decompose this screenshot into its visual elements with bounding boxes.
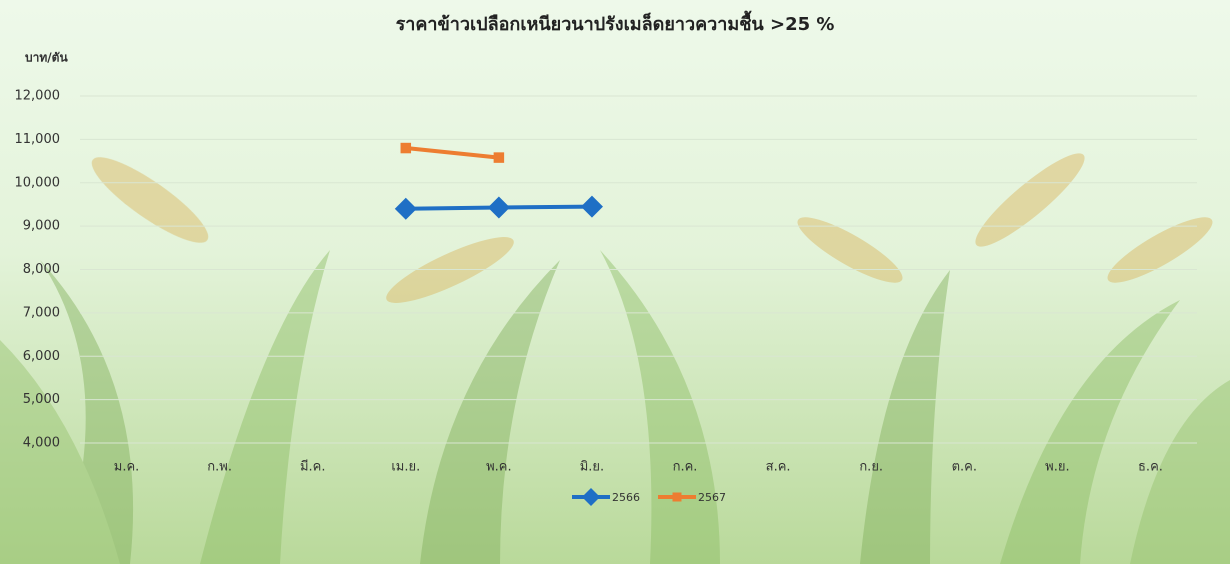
y-tick-label: 4,000 xyxy=(23,436,60,451)
y-tick-label: 7,000 xyxy=(23,305,60,320)
y-tick-label: 12,000 xyxy=(15,89,61,104)
x-tick-label: พ.ย. xyxy=(1045,460,1069,475)
x-tick-label: มิ.ย. xyxy=(580,460,604,475)
y-tick-label: 6,000 xyxy=(23,349,60,364)
legend-label: 2567 xyxy=(698,491,726,504)
y-tick-label: 10,000 xyxy=(15,175,61,190)
chart-title: ราคาข้าวเปลือกเหนียวนาปรังเมล็ดยาวความชื… xyxy=(396,10,835,35)
y-tick-label: 5,000 xyxy=(23,392,60,407)
x-tick-label: เม.ย. xyxy=(391,460,420,475)
y-tick-label: 9,000 xyxy=(23,219,60,234)
x-tick-label: ม.ค. xyxy=(114,460,140,475)
x-tick-label: ก.พ. xyxy=(207,460,232,475)
x-tick-label: ธ.ค. xyxy=(1138,460,1163,475)
data-point xyxy=(494,152,505,163)
y-tick-label: 11,000 xyxy=(15,132,61,147)
y-axis-label: บาท/ตัน xyxy=(25,51,68,65)
legend-label: 2566 xyxy=(612,491,640,504)
x-tick-label: ก.ย. xyxy=(859,460,883,475)
x-tick-label: ก.ค. xyxy=(673,460,698,475)
data-point xyxy=(401,143,412,154)
x-tick-label: มี.ค. xyxy=(300,459,326,475)
y-tick-label: 8,000 xyxy=(23,262,60,277)
x-tick-label: ส.ค. xyxy=(766,460,791,475)
x-tick-label: ต.ค. xyxy=(952,460,977,475)
x-tick-label: พ.ค. xyxy=(486,460,512,475)
legend-marker xyxy=(673,493,682,502)
chart: ราคาข้าวเปลือกเหนียวนาปรังเมล็ดยาวความชื… xyxy=(0,0,1230,564)
